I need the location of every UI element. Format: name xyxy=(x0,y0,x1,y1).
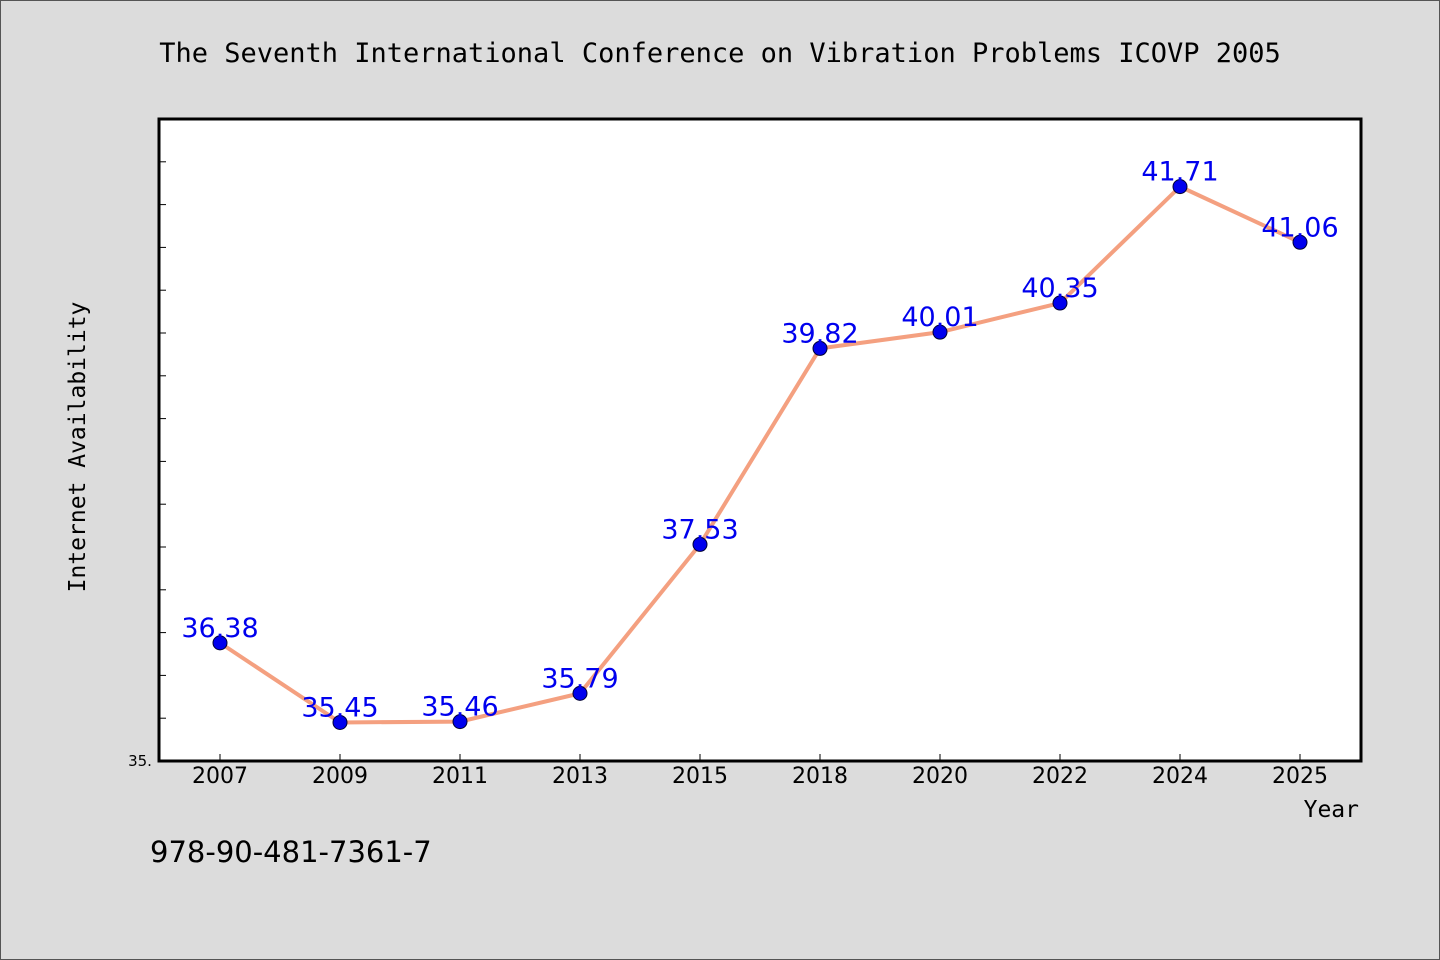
data-label-2013: 35.79 xyxy=(541,663,618,694)
data-point-2018 xyxy=(812,340,828,356)
x-tick-label-2013: 2013 xyxy=(552,764,608,789)
x-tick-label-2015: 2015 xyxy=(672,764,728,789)
data-label-2020: 40.01 xyxy=(901,302,978,333)
plot-area xyxy=(157,117,1363,763)
data-label-2022: 40.35 xyxy=(1021,273,1098,304)
data-point-2011 xyxy=(452,714,468,730)
isbn-text: 978-90-481-7361-7 xyxy=(150,835,432,869)
x-tick-label-2011: 2011 xyxy=(432,764,488,789)
x-tick-label-2009: 2009 xyxy=(312,764,368,789)
data-label-2007: 36.38 xyxy=(181,613,258,644)
data-label-2024: 41.71 xyxy=(1141,157,1218,188)
data-point-2009 xyxy=(332,714,348,730)
series-line xyxy=(218,184,1302,725)
data-point-2015 xyxy=(692,536,708,552)
data-label-2015: 37.53 xyxy=(661,514,738,545)
data-point-2024 xyxy=(1172,179,1188,195)
x-tick-label-2024: 2024 xyxy=(1152,764,1208,789)
y-axis-ticks xyxy=(159,161,166,719)
x-tick-label-2025: 2025 xyxy=(1272,764,1328,789)
x-tick-label-2007: 2007 xyxy=(192,764,248,789)
data-label-2011: 35.46 xyxy=(421,692,498,723)
x-tick-labels: 2007 2009 2011 2013 2015 2018 2020 2022 2024 2025 xyxy=(192,764,1328,789)
x-tick-label-2020: 2020 xyxy=(912,764,968,789)
data-point-2022 xyxy=(1052,295,1068,311)
x-axis-ticks xyxy=(219,754,1301,761)
data-label-2009: 35.45 xyxy=(301,692,378,723)
x-tick-label-2018: 2018 xyxy=(792,764,848,789)
x-axis-label: Year xyxy=(1304,797,1359,823)
data-label-2018: 39.82 xyxy=(781,318,858,349)
y-axis-label: Internet Availability xyxy=(65,302,91,593)
y-tick-label-min: 35. xyxy=(128,752,152,770)
data-point-2007 xyxy=(212,635,228,651)
x-tick-label-2022: 2022 xyxy=(1032,764,1088,789)
data-point-2020 xyxy=(932,324,948,340)
chart-title: The Seventh International Conference on … xyxy=(159,38,1281,69)
data-labels: 36.38 35.45 35.46 35.79 37.53 39.82 40.01 40.35… xyxy=(181,157,1338,724)
data-point-2025 xyxy=(1292,234,1308,250)
data-point-2013 xyxy=(572,685,588,701)
series-group xyxy=(212,179,1308,730)
data-label-2025: 41.06 xyxy=(1261,212,1338,243)
